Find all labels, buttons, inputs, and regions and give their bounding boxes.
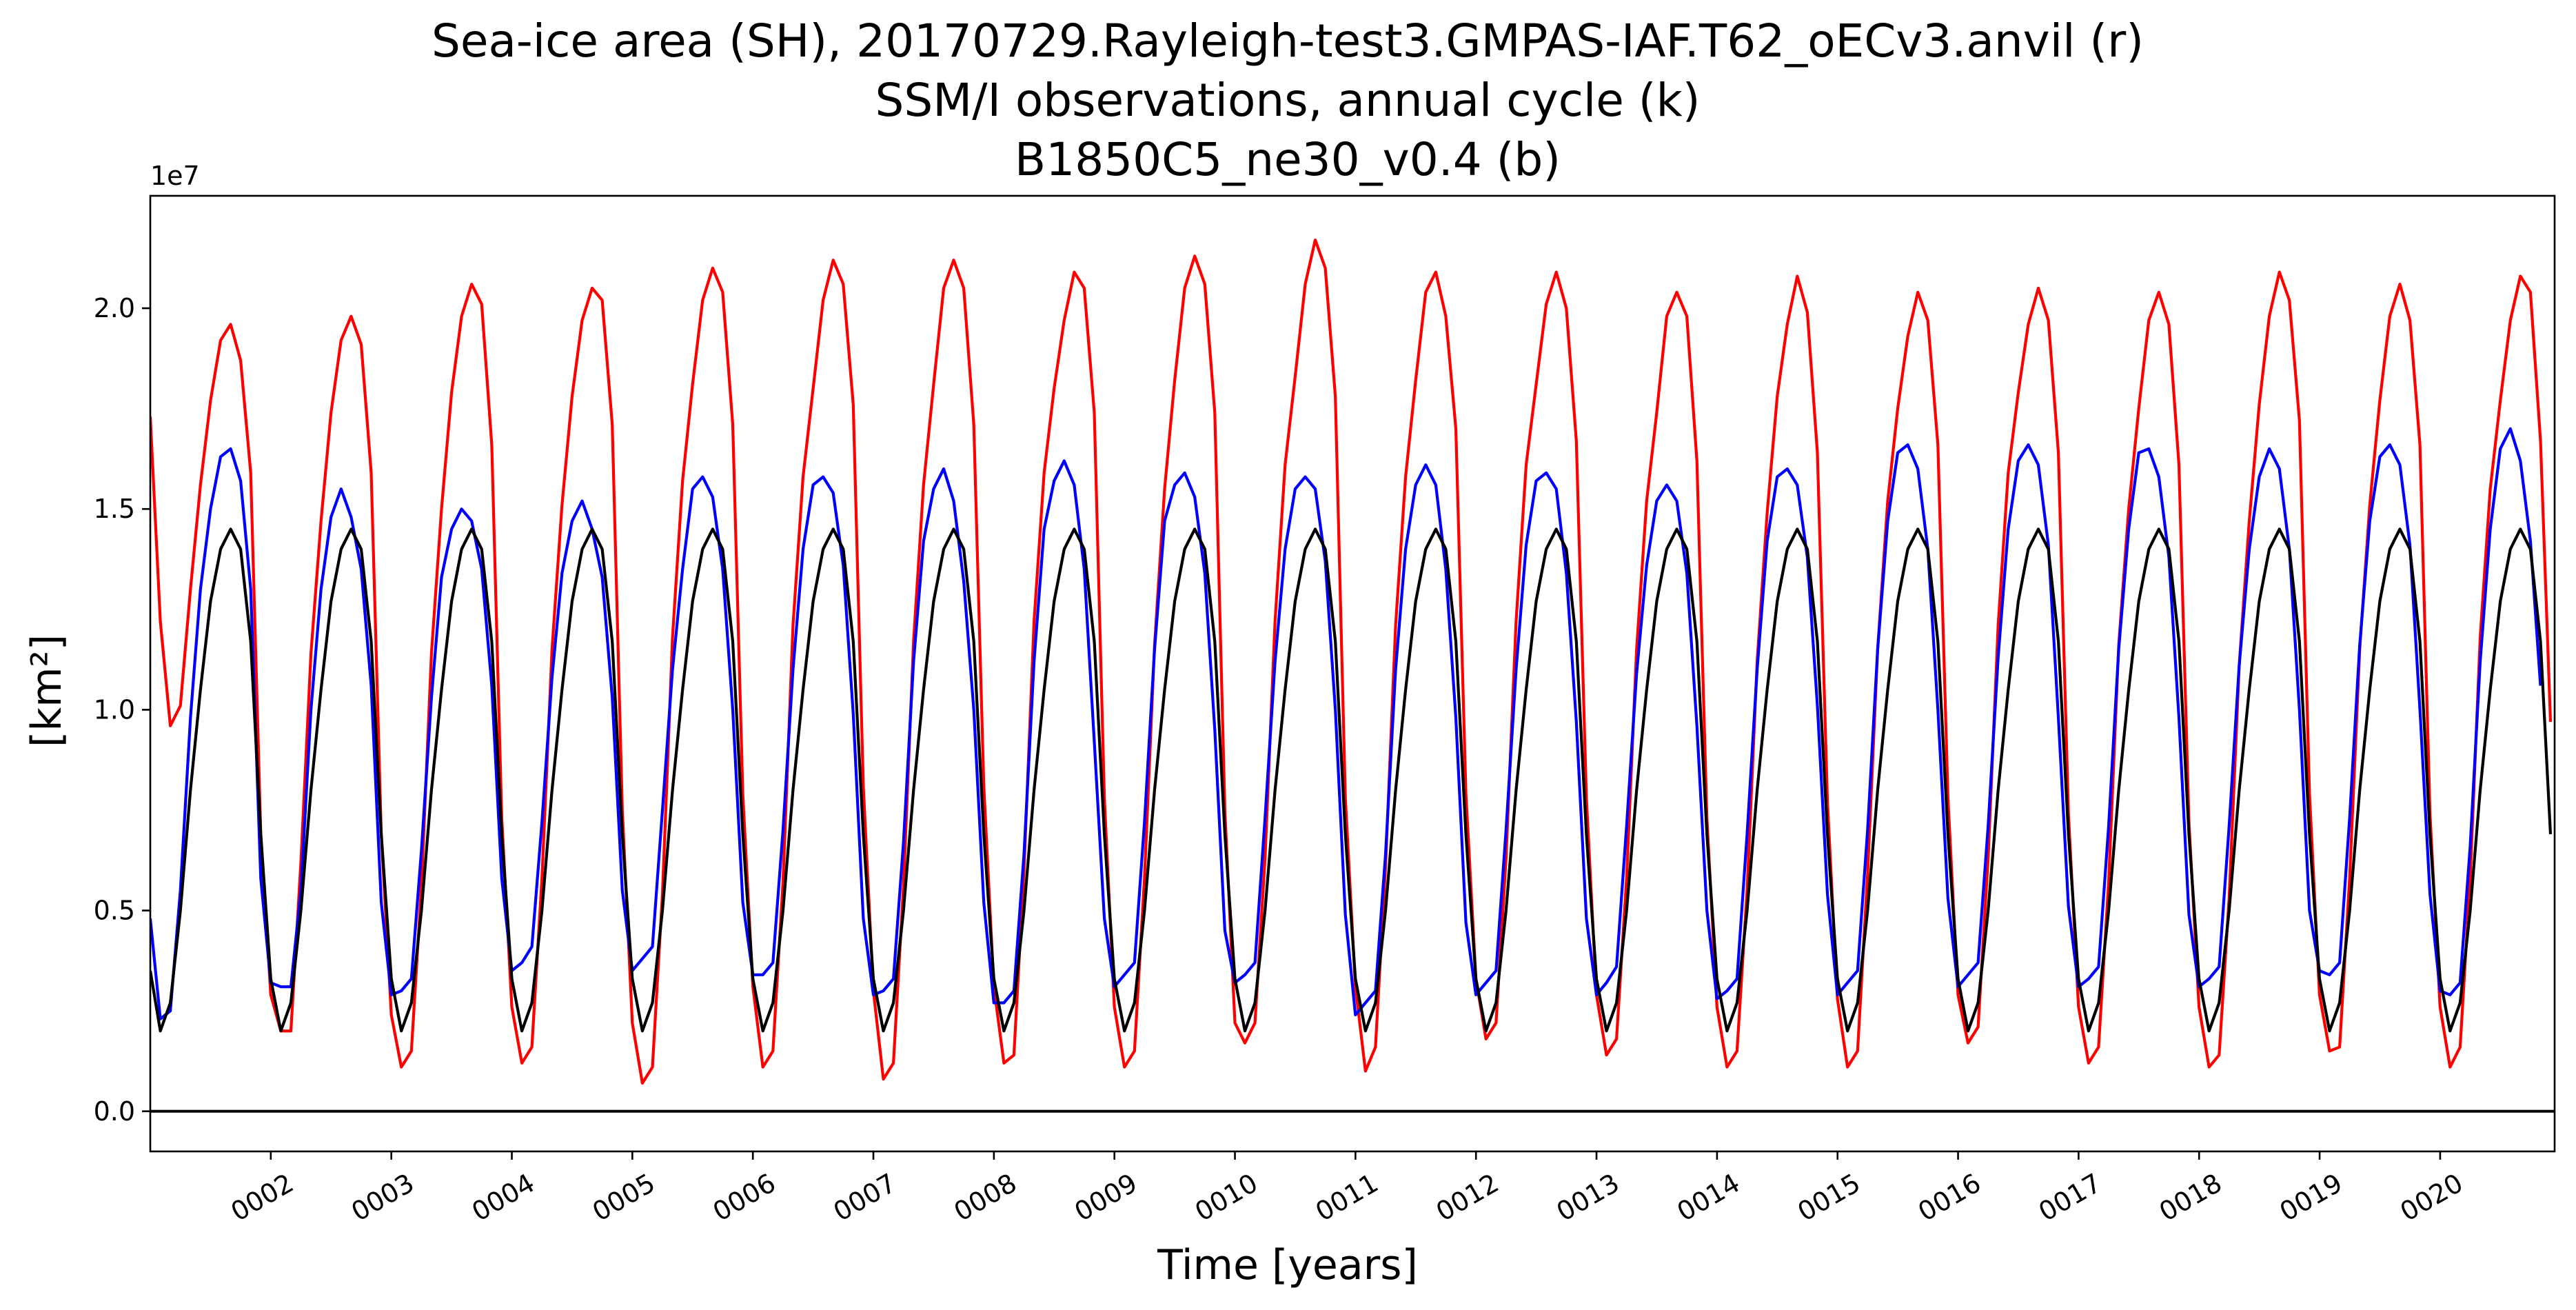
x-axis-label: Time [years] (1157, 1241, 1418, 1289)
series-line-1 (150, 427, 2542, 1020)
y-tick-label: 1.5 (94, 494, 135, 524)
y-tick-label: 2.0 (94, 293, 135, 323)
chart-title-line-3: B1850C5_ne30_v0.4 (b) (1015, 133, 1561, 186)
chart-title-line-2: SSM/I observations, annual cycle (k) (875, 74, 1700, 127)
y-tick-label: 0.0 (94, 1096, 135, 1127)
series-line-2 (150, 527, 2553, 1033)
y-tick-label: 0.5 (94, 896, 135, 926)
y-tick-label: 1.0 (94, 694, 135, 725)
chart-title-line-1: Sea-ice area (SH), 20170729.Rayleigh-tes… (432, 14, 2144, 68)
y-axis-label: [km²] (23, 634, 71, 747)
plot-frame (149, 194, 2556, 1153)
plot-area (150, 239, 2555, 1113)
y-axis-offset-label: 1e7 (150, 161, 200, 191)
